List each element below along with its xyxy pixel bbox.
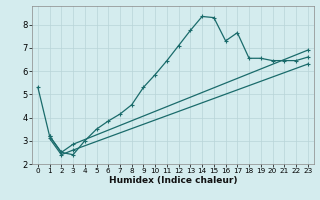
X-axis label: Humidex (Indice chaleur): Humidex (Indice chaleur) [108, 176, 237, 185]
